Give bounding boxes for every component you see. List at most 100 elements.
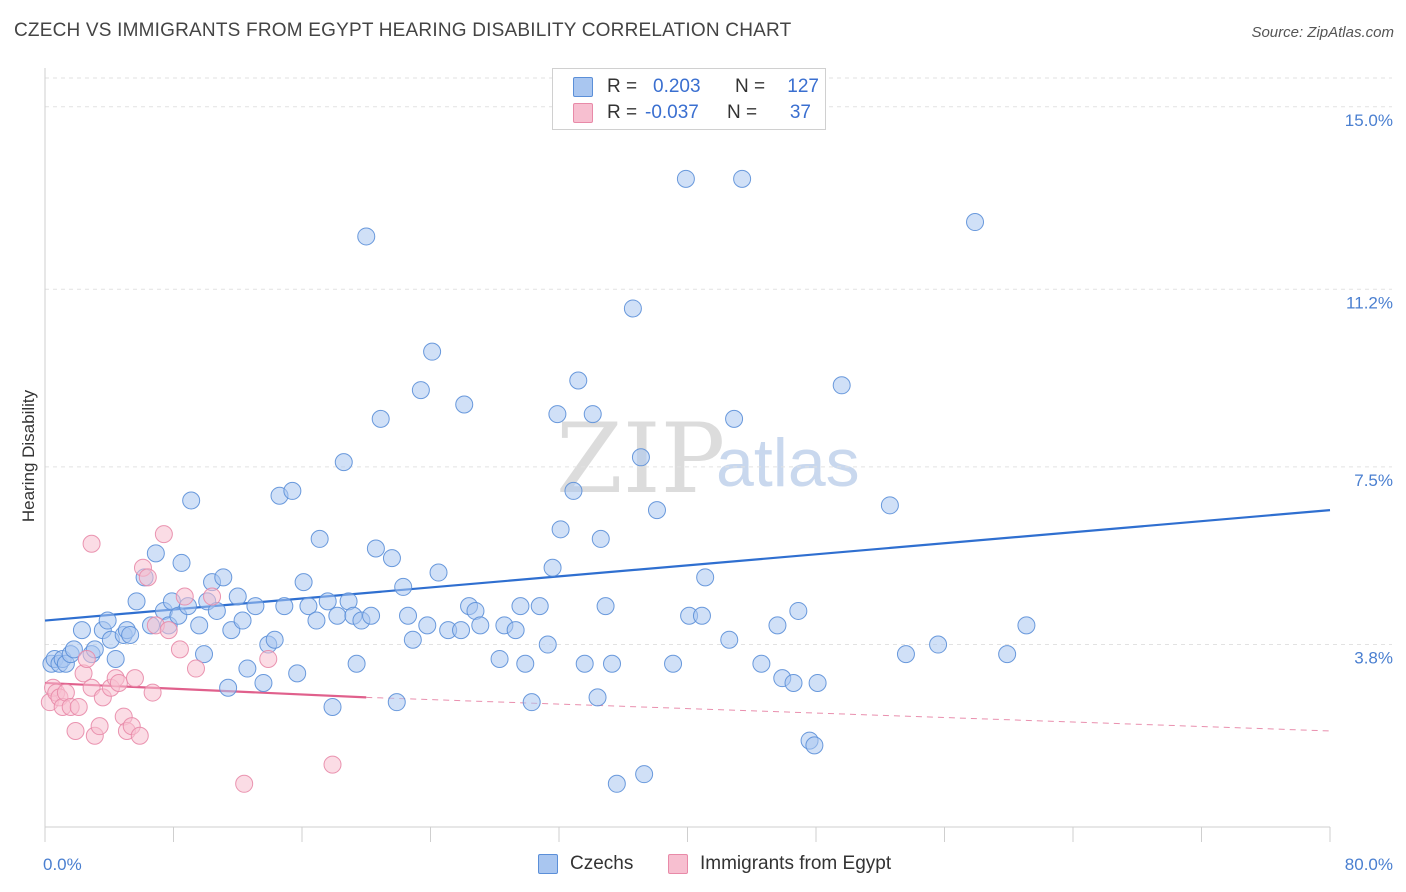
trend-line-egypt-extension xyxy=(366,696,1331,732)
point-czechs xyxy=(471,616,490,635)
point-czechs xyxy=(966,213,985,232)
legend-n-label: N = xyxy=(727,102,758,123)
point-czechs xyxy=(288,664,307,683)
point-egypt xyxy=(170,640,189,659)
point-egypt xyxy=(69,697,88,716)
point-egypt xyxy=(203,587,222,606)
point-czechs xyxy=(583,405,602,424)
point-czechs xyxy=(452,621,471,640)
point-egypt xyxy=(109,673,128,692)
point-czechs xyxy=(233,611,252,630)
point-czechs xyxy=(357,227,376,246)
series-swatch-egypt xyxy=(668,854,688,874)
point-czechs xyxy=(490,649,509,668)
point-czechs xyxy=(631,448,650,467)
point-egypt xyxy=(175,587,194,606)
legend-n-label: N = xyxy=(735,76,766,97)
point-czechs xyxy=(880,496,899,515)
point-czechs xyxy=(394,577,413,596)
point-czechs xyxy=(569,371,588,390)
point-egypt xyxy=(77,649,96,668)
point-czechs xyxy=(789,601,808,620)
point-czechs xyxy=(328,606,347,625)
point-czechs xyxy=(127,592,146,611)
point-czechs xyxy=(676,169,695,188)
point-czechs xyxy=(238,659,257,678)
point-czechs xyxy=(214,568,233,587)
point-czechs xyxy=(516,654,535,673)
point-egypt xyxy=(259,649,278,668)
point-egypt xyxy=(235,774,254,793)
point-czechs xyxy=(575,654,594,673)
point-egypt xyxy=(154,525,173,544)
point-egypt xyxy=(143,683,162,702)
point-czechs xyxy=(182,491,201,510)
watermark: ZIP atlas xyxy=(556,403,860,515)
point-czechs xyxy=(382,549,401,568)
point-czechs xyxy=(299,597,318,616)
series-label-czechs: Czechs xyxy=(570,853,634,874)
point-czechs xyxy=(429,563,448,582)
series-legend-czechs[interactable]: Czechs xyxy=(538,852,633,876)
point-czechs xyxy=(635,765,654,784)
correlation-legend: R = 0.203 N = 127 R = -0.037 N = 37 xyxy=(552,68,826,130)
x-tick-labels: 0.0% 80.0% xyxy=(43,855,1393,874)
point-czechs xyxy=(121,625,140,644)
point-egypt xyxy=(186,659,205,678)
watermark-atlas: atlas xyxy=(716,425,860,501)
point-czechs xyxy=(307,611,326,630)
point-czechs xyxy=(366,539,385,558)
point-czechs xyxy=(323,697,342,716)
point-czechs xyxy=(733,169,752,188)
point-czechs xyxy=(596,597,615,616)
point-czechs xyxy=(538,635,557,654)
point-czechs xyxy=(387,693,406,712)
point-czechs xyxy=(411,381,430,400)
point-czechs xyxy=(310,529,329,548)
point-czechs xyxy=(219,678,238,697)
point-czechs xyxy=(720,630,739,649)
point-czechs xyxy=(294,573,313,592)
data-points xyxy=(40,169,1036,793)
y-tick-label: 7.5% xyxy=(1354,471,1393,490)
point-egypt xyxy=(159,621,178,640)
point-czechs xyxy=(254,673,273,692)
point-czechs xyxy=(696,568,715,587)
point-czechs xyxy=(768,616,787,635)
legend-row-czechs: R = 0.203 N = 127 xyxy=(573,75,819,99)
point-czechs xyxy=(530,597,549,616)
point-czechs xyxy=(832,376,851,395)
legend-r-label: R = xyxy=(607,76,638,97)
point-czechs xyxy=(692,606,711,625)
point-czechs xyxy=(399,606,418,625)
point-czechs xyxy=(246,597,265,616)
point-czechs xyxy=(591,529,610,548)
y-axis-title: Hearing Disability xyxy=(19,389,38,522)
point-czechs xyxy=(371,409,390,428)
point-czechs xyxy=(265,630,284,649)
point-czechs xyxy=(106,649,125,668)
point-czechs xyxy=(190,616,209,635)
point-egypt xyxy=(90,717,109,736)
legend-n-value: 127 xyxy=(787,76,819,97)
point-czechs xyxy=(228,587,247,606)
legend-n-value: 37 xyxy=(789,102,811,123)
legend-row-egypt: R = -0.037 N = 37 xyxy=(573,101,811,125)
point-czechs xyxy=(551,520,570,539)
point-czechs xyxy=(64,640,83,659)
point-czechs xyxy=(146,544,165,563)
point-czechs xyxy=(896,645,915,664)
point-czechs xyxy=(623,299,642,318)
y-tick-label: 11.2% xyxy=(1346,293,1393,312)
point-czechs xyxy=(543,558,562,577)
point-egypt xyxy=(130,726,149,745)
series-label-egypt: Immigrants from Egypt xyxy=(700,853,892,874)
y-tick-label: 15.0% xyxy=(1345,111,1393,130)
point-czechs xyxy=(784,673,803,692)
point-czechs xyxy=(195,645,214,664)
gridlines xyxy=(45,77,1392,646)
series-legend-egypt[interactable]: Immigrants from Egypt xyxy=(668,852,891,876)
source-credit: Source: ZipAtlas.com xyxy=(1251,24,1394,41)
point-czechs xyxy=(752,654,771,673)
